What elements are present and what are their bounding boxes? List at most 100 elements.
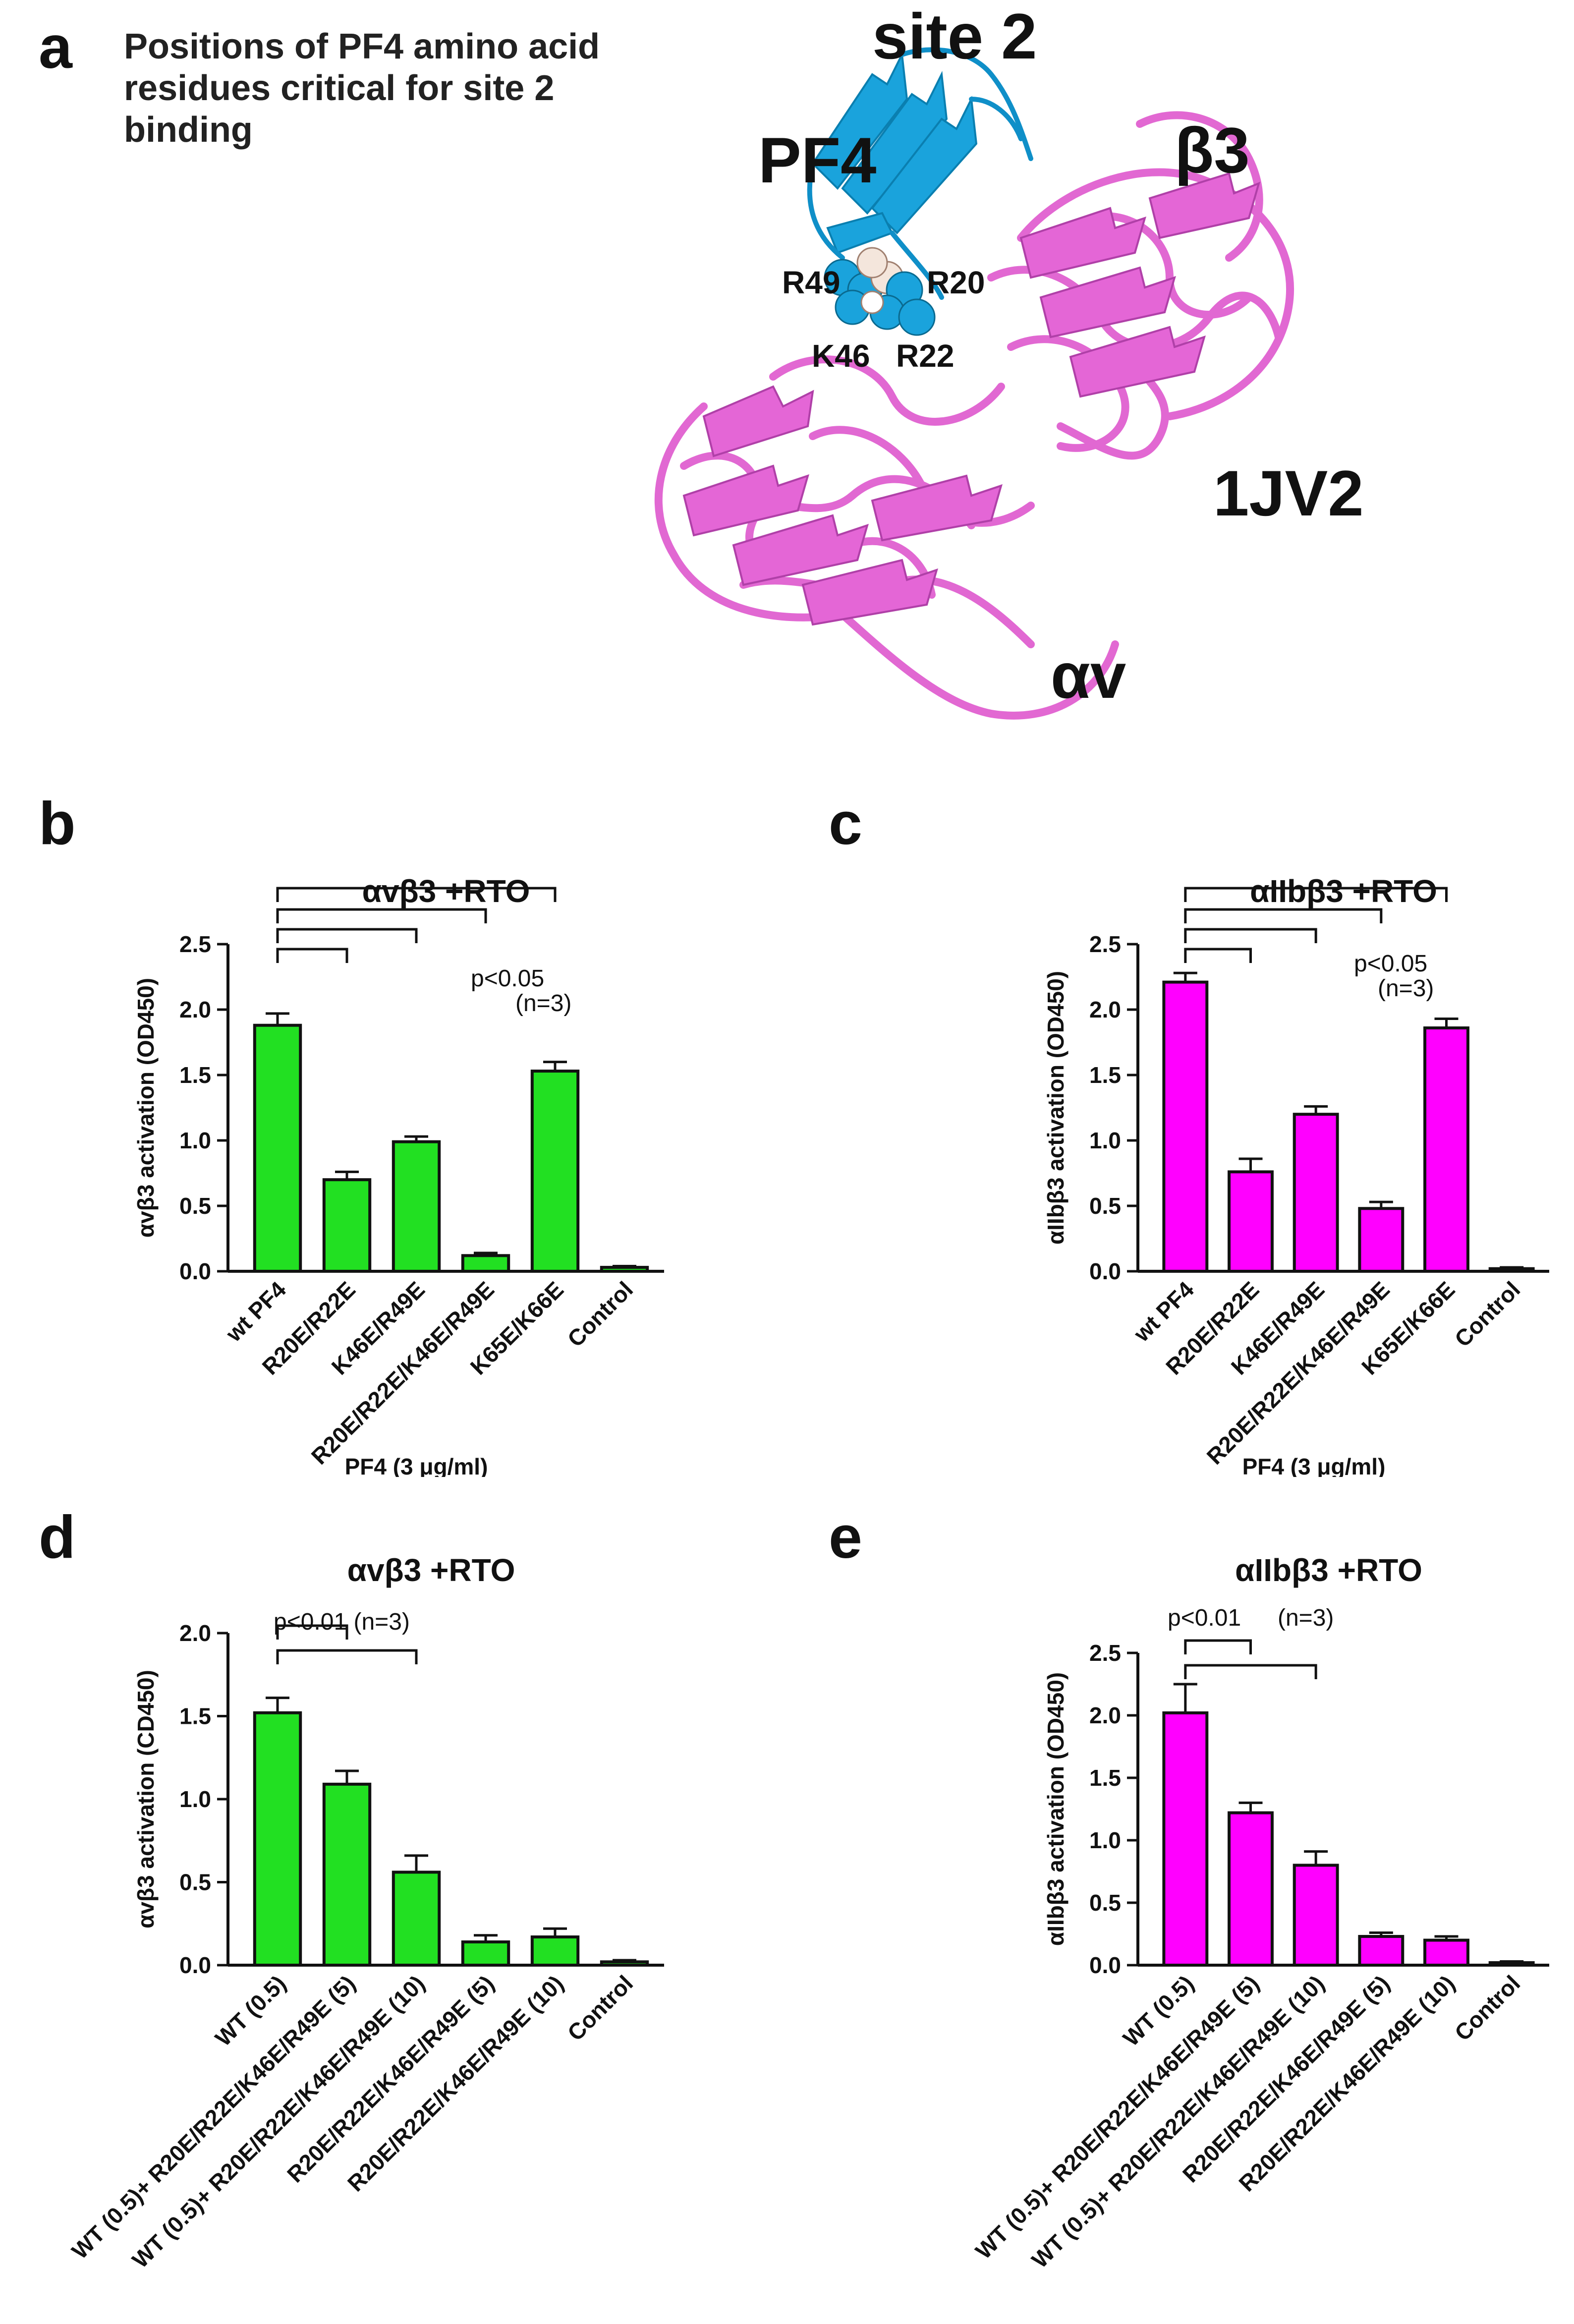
bar (530, 1070, 580, 1273)
panel-letter-e: e (829, 1503, 862, 1571)
bar (1162, 980, 1209, 1273)
category-label: WT (0.5)+ R20E/R22E/K46E/R49E (5) (970, 1970, 1264, 2264)
bar (461, 1940, 510, 1967)
stat-annotation-n: (n=3) (515, 990, 571, 1017)
integrin-sheets (682, 172, 1261, 626)
y-tick-label: 2.0 (179, 997, 211, 1022)
y-tick-label: 2.0 (179, 1620, 211, 1646)
significance-bracket (1184, 1664, 1317, 1679)
x-axis-label: PF4 (3 μg/ml) (1242, 1454, 1386, 1477)
significance-bracket (1184, 887, 1448, 902)
significance-bracket (276, 928, 418, 943)
y-tick-label: 2.5 (179, 931, 211, 957)
bar (1228, 1811, 1274, 1967)
stat-annotation: p<0.01 (1168, 1605, 1241, 1631)
significance-bracket (1184, 928, 1317, 943)
y-axis-label: αIIbβ3 activation (OD450) (1043, 971, 1068, 1245)
chart-title: αvβ3 +RTO (362, 873, 530, 909)
site-label: site 2 (872, 0, 1037, 72)
pf4-ribbon (811, 51, 978, 254)
category-label: Control (1450, 1276, 1525, 1352)
bar (1423, 1026, 1469, 1273)
bar (461, 1254, 510, 1273)
alphav-label: αv (1051, 639, 1126, 712)
y-tick-label: 0.0 (179, 1952, 211, 1978)
residue-label: R20 (927, 265, 985, 300)
category-label: Control (562, 1970, 638, 2045)
bar (1162, 1711, 1209, 1967)
bar (600, 1960, 649, 1967)
bar (600, 1266, 649, 1273)
significance-bracket (276, 948, 348, 963)
significance-bracket (1184, 908, 1383, 923)
chart-e: 0.0 0.5 1.0 1.5 2.0 2.5 αIIbβ3 activation (OD4… (970, 1552, 1549, 2273)
chart-b: 0.0 0.5 1.0 1.5 2.0 2.5 αvβ3 activation (OD450… (133, 873, 664, 1477)
significance-bracket (1184, 1639, 1252, 1654)
bar (253, 1023, 302, 1273)
stat-annotation-n: (n=3) (1278, 1605, 1334, 1631)
significance-bracket (276, 887, 557, 902)
y-tick-label: 1.0 (179, 1128, 211, 1153)
chart-d: 0.0 0.5 1.0 1.5 2.0 αvβ3 activation (CD450) αv… (66, 1552, 664, 2273)
x-axis-label: PF4 (3 μg/ml) (345, 1454, 488, 1477)
chart-title: αIIbβ3 +RTO (1250, 873, 1437, 909)
category-label: WT (0.5)+ R20E/R22E/K46E/R49E (10) (1026, 1970, 1329, 2273)
pdb-label: 1JV2 (1213, 457, 1364, 529)
bar (253, 1711, 302, 1967)
category-label: WT (0.5)+ R20E/R22E/K46E/R49E (5) (66, 1970, 360, 2264)
y-tick-label: 1.5 (1089, 1062, 1121, 1088)
y-axis-label: αIIbβ3 activation (OD450) (1043, 1672, 1068, 1946)
bar (1488, 1267, 1535, 1273)
bar (392, 1871, 441, 1967)
panel-letter-a: a (39, 13, 72, 81)
residue-label: K46 (812, 338, 870, 374)
residue-label: R22 (896, 338, 954, 374)
residue-label: R49 (782, 265, 840, 300)
bar (1358, 1935, 1405, 1967)
stat-annotation: p<0.05 (471, 965, 544, 992)
structure-figure: site 2 PF4 β3 1JV2 αv R49 R20 K46 R22 (654, 0, 1364, 720)
residue-spheres (824, 247, 936, 336)
y-tick-label: 2.5 (1089, 1640, 1121, 1666)
y-tick-label: 0.0 (1089, 1258, 1121, 1284)
significance-bracket (1184, 948, 1252, 963)
bar (322, 1782, 372, 1967)
y-tick-label: 1.0 (1089, 1827, 1121, 1853)
y-tick-label: 1.0 (179, 1786, 211, 1812)
bar (1358, 1207, 1405, 1273)
significance-bracket (276, 1649, 418, 1664)
y-tick-label: 0.5 (1089, 1193, 1121, 1219)
y-tick-label: 0.5 (179, 1870, 211, 1895)
beta3-label: β3 (1175, 114, 1250, 186)
structure-caption: Positions of PF4 amino acid residues cri… (124, 27, 600, 150)
bar (322, 1178, 372, 1273)
bar (1488, 1961, 1535, 1967)
panel-letter-d: d (39, 1503, 76, 1571)
y-tick-label: 2.0 (1089, 997, 1121, 1022)
panel-letter-c: c (829, 790, 862, 857)
y-tick-label: 1.5 (1089, 1765, 1121, 1791)
significance-bracket (276, 1624, 348, 1640)
y-axis-label: αvβ3 activation (CD450) (133, 1670, 159, 1928)
y-tick-label: 0.0 (179, 1258, 211, 1284)
y-axis-label: αvβ3 activation (OD450) (133, 978, 159, 1238)
panel-letter-b: b (39, 790, 76, 857)
chart-title: αvβ3 +RTO (347, 1552, 515, 1588)
y-tick-label: 1.5 (179, 1703, 211, 1729)
bar (1293, 1864, 1339, 1967)
bar (1423, 1938, 1469, 1967)
category-label: Control (1450, 1970, 1525, 2045)
chart-title: αIIbβ3 +RTO (1235, 1552, 1422, 1588)
y-tick-label: 2.5 (1089, 931, 1121, 957)
y-tick-label: 0.5 (1089, 1890, 1121, 1916)
category-label: WT (0.5)+ R20E/R22E/K46E/R49E (10) (127, 1970, 430, 2273)
pf4-label: PF4 (758, 124, 876, 196)
bar (1228, 1170, 1274, 1273)
significance-bracket (276, 908, 487, 923)
y-tick-label: 1.5 (179, 1062, 211, 1088)
bar (392, 1140, 441, 1273)
category-label: wt PF4 (221, 1276, 291, 1347)
y-tick-label: 1.0 (1089, 1128, 1121, 1153)
stat-annotation: p<0.05 (1354, 951, 1427, 977)
stat-annotation: p<0.01 (n=3) (274, 1609, 410, 1635)
